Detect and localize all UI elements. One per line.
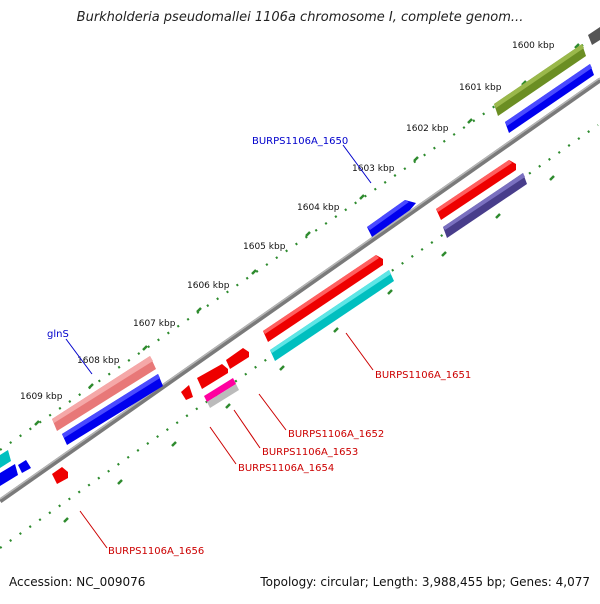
gene-label-1654[interactable]: BURPS1106A_1654 <box>238 463 334 474</box>
tick-label: 1606 kbp <box>187 281 230 291</box>
gene-bar[interactable] <box>207 384 239 408</box>
tick-label: 1603 kbp <box>352 164 395 174</box>
gene-label-glnS[interactable]: glnS <box>47 329 69 340</box>
gene-bar-1652[interactable] <box>226 348 249 369</box>
tick-label: 1601 kbp <box>459 83 502 93</box>
gene-bar[interactable] <box>204 378 236 402</box>
gene-bar-1654[interactable] <box>181 385 193 400</box>
tick-label: 1609 kbp <box>20 392 63 402</box>
tick-label: 1605 kbp <box>243 242 286 252</box>
accession-text: Accession: NC_009076 <box>9 575 146 589</box>
gene-label-1653[interactable]: BURPS1106A_1653 <box>262 447 358 458</box>
tick-label: 1604 kbp <box>297 203 340 213</box>
gene-bar-1651[interactable] <box>263 255 383 342</box>
tick-label: 1608 kbp <box>77 356 120 366</box>
gene-bar-1650[interactable] <box>367 200 416 237</box>
gene-bar-1656[interactable] <box>52 467 68 484</box>
gene-label-1652[interactable]: BURPS1106A_1652 <box>288 429 384 440</box>
tick-label: 1600 kbp <box>512 41 555 51</box>
chromosome-backbone <box>0 77 600 504</box>
callout-lines <box>65 144 374 549</box>
gene-label-1650[interactable]: BURPS1106A_1650 <box>252 136 348 147</box>
gene-bar[interactable] <box>0 464 18 486</box>
tick-label: 1607 kbp <box>133 319 176 329</box>
gene-bar-1653[interactable] <box>197 364 228 389</box>
gene-bar[interactable] <box>588 27 600 45</box>
tick-label: 1602 kbp <box>406 124 449 134</box>
gene-bar[interactable] <box>18 460 31 473</box>
tick-labels: 1600 kbp 1601 kbp 1602 kbp 1603 kbp 1604… <box>20 41 555 402</box>
gene-label-1651[interactable]: BURPS1106A_1651 <box>375 370 471 381</box>
gene-features[interactable] <box>0 27 600 486</box>
gene-label-1656[interactable]: BURPS1106A_1656 <box>108 546 204 557</box>
topology-text: Topology: circular; Length: 3,988,455 bp… <box>260 575 590 589</box>
gene-bar[interactable] <box>270 270 394 361</box>
gene-labels: BURPS1106A_1650 glnS BURPS1106A_1651 BUR… <box>47 136 471 557</box>
map-title: Burkholderia pseudomallei 1106a chromoso… <box>76 10 524 25</box>
gene-bar[interactable] <box>0 450 11 468</box>
gene-bar[interactable] <box>436 160 516 220</box>
major-ticks <box>34 43 580 523</box>
